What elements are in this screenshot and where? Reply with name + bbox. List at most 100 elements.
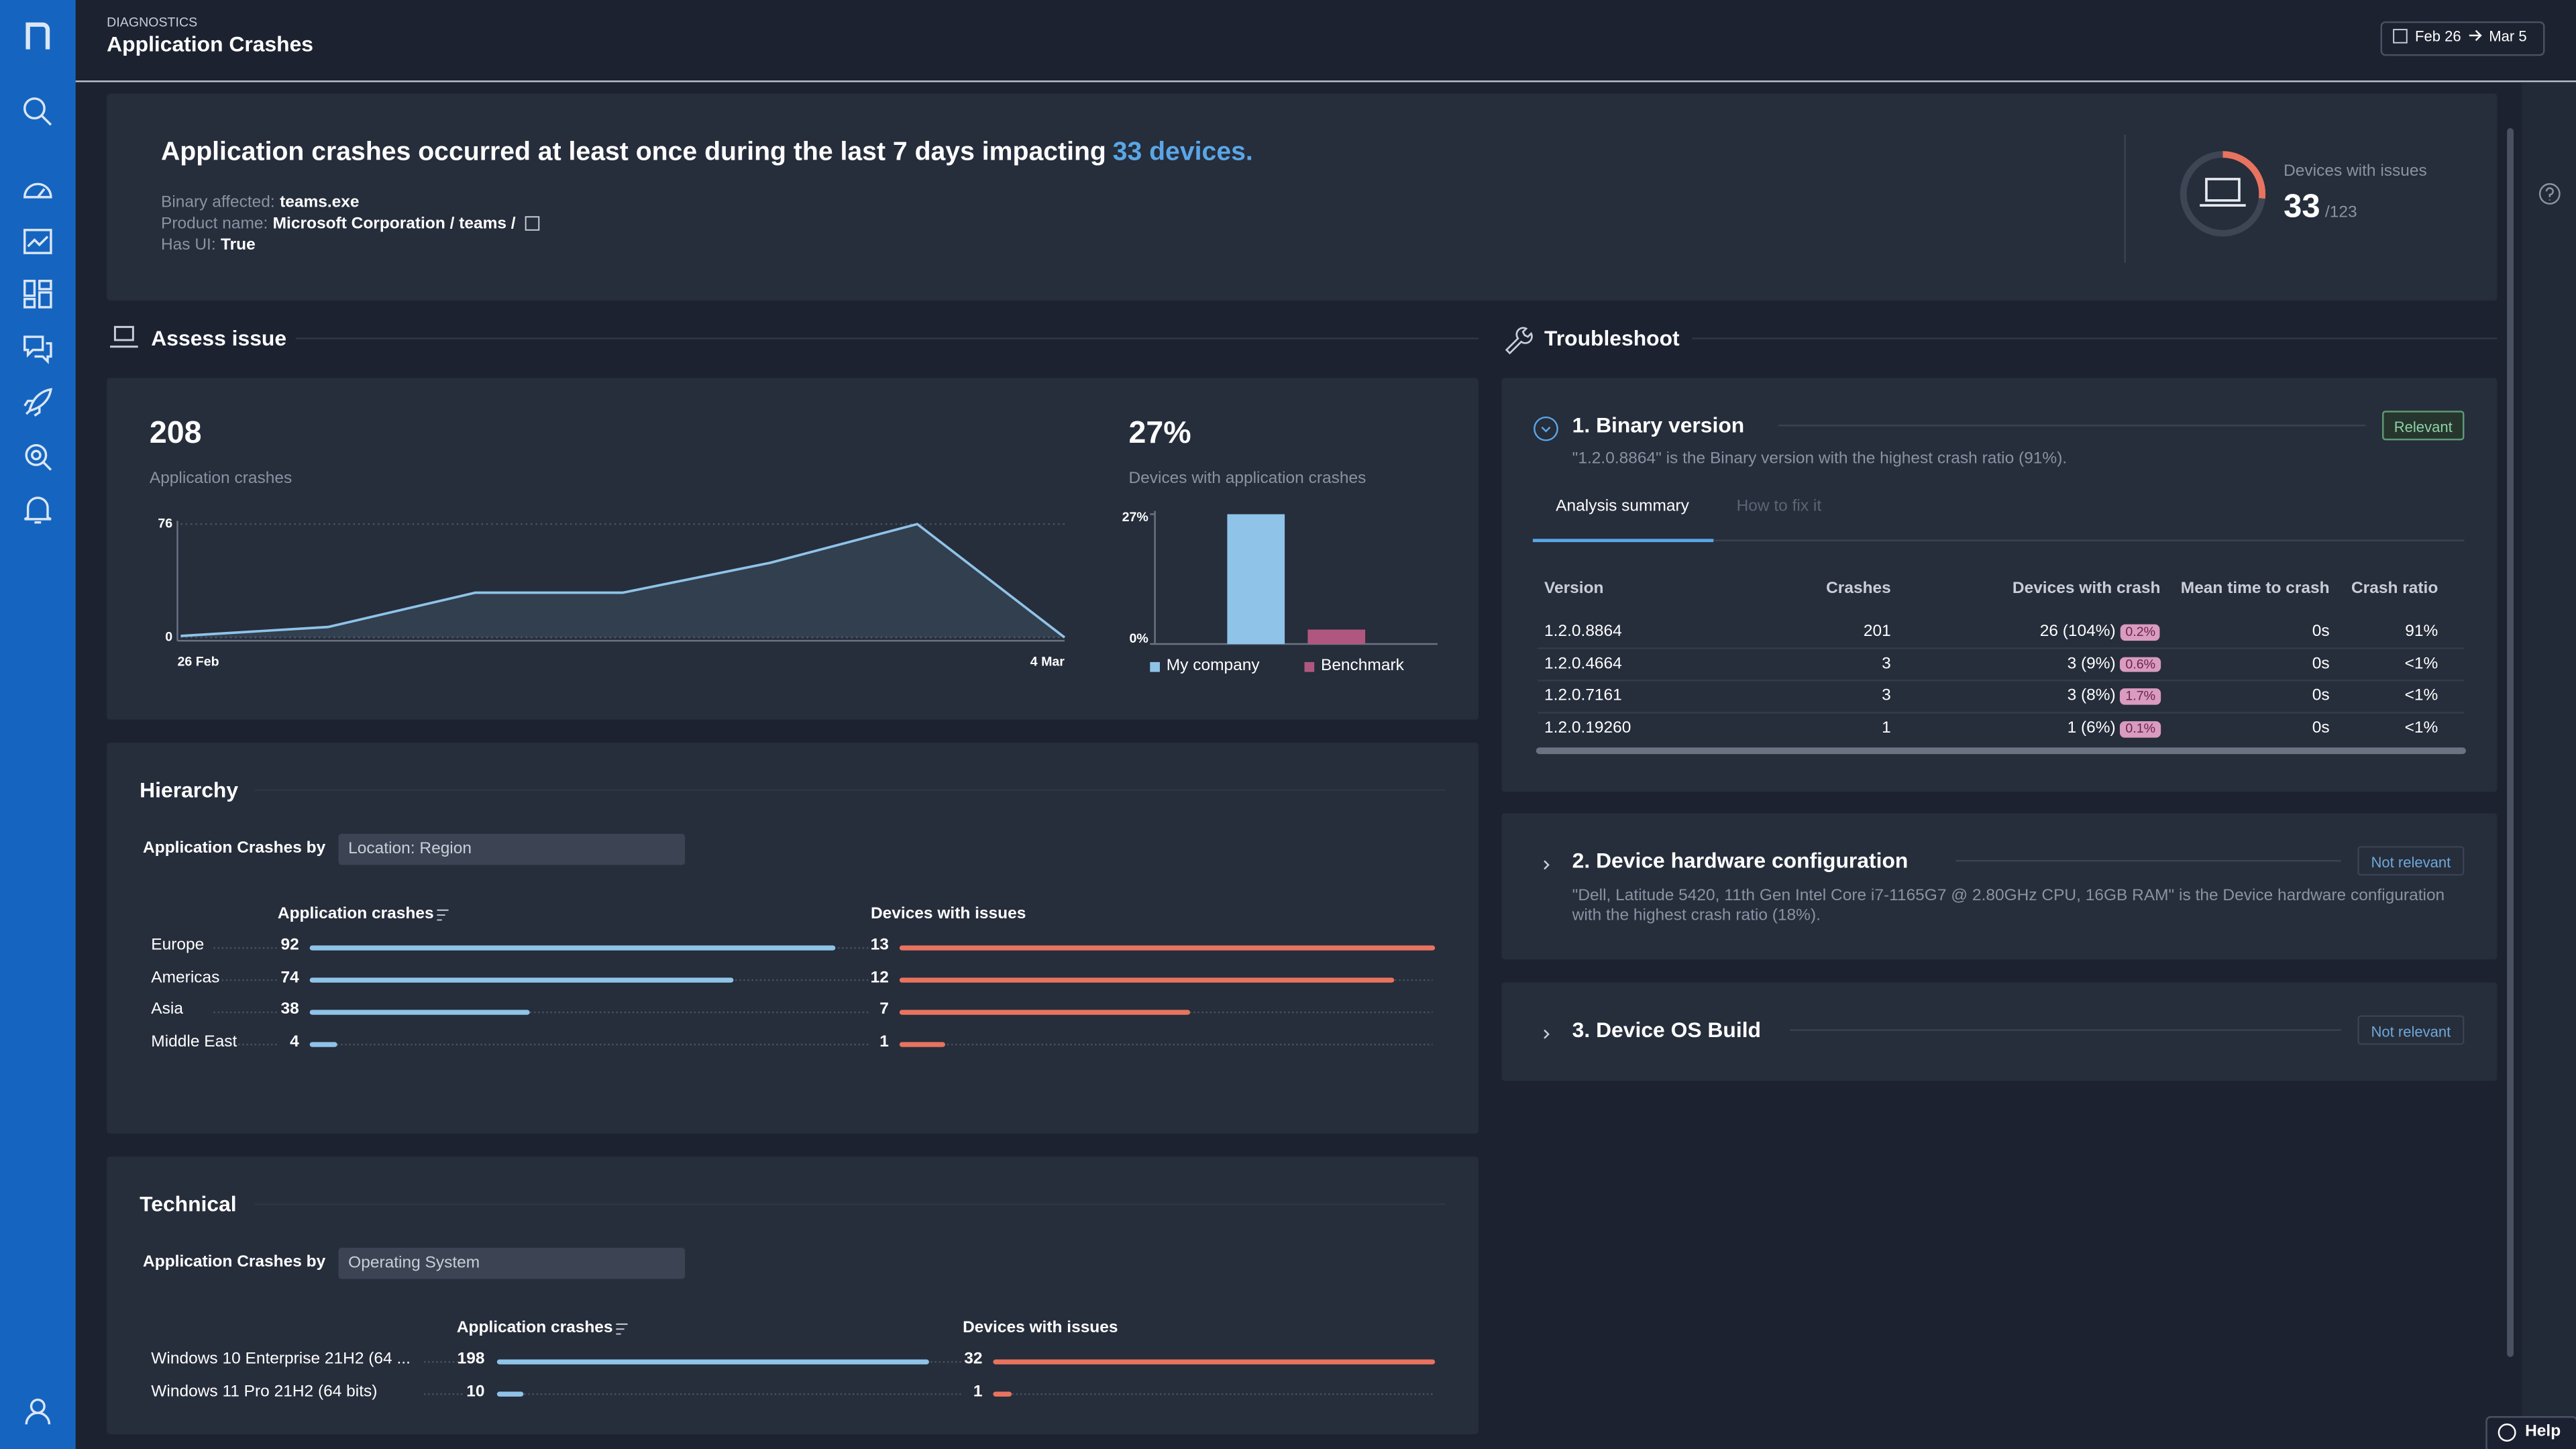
devices-value: 13 bbox=[870, 936, 889, 955]
devices-value: 1 bbox=[973, 1383, 983, 1401]
summary-panel bbox=[107, 93, 2498, 301]
percent-value: 27% bbox=[1128, 417, 1191, 451]
summary-divider bbox=[2124, 134, 2126, 263]
column-header: Application crashes bbox=[456, 1319, 613, 1338]
crashes-value: 74 bbox=[280, 968, 299, 987]
os-panel bbox=[1501, 982, 2498, 1081]
alerts-icon[interactable] bbox=[19, 491, 56, 527]
item-title[interactable]: 2. Device hardware configuration bbox=[1572, 848, 1909, 873]
cell: <1% bbox=[2404, 719, 2438, 738]
select[interactable]: Location: Region bbox=[338, 833, 686, 865]
select[interactable]: Operating System bbox=[338, 1248, 686, 1279]
sidebar bbox=[0, 0, 76, 1449]
devices-value: 7 bbox=[879, 1000, 889, 1019]
row-name: Asia bbox=[151, 1000, 183, 1019]
y-tick-label: 76 bbox=[158, 516, 173, 531]
cell: 3 (9%) 0.6% bbox=[2068, 655, 2161, 674]
cell: 1.2.0.4664 bbox=[1544, 655, 1622, 674]
devices-value: 33 bbox=[2284, 189, 2320, 225]
ratio-pill: 0.2% bbox=[2121, 625, 2161, 641]
headline: Application crashes occurred at least on… bbox=[161, 137, 1253, 168]
ratio-pill: 1.7% bbox=[2121, 689, 2161, 705]
tab-active[interactable]: Analysis summary bbox=[1556, 498, 1689, 516]
cell: 3 bbox=[1882, 655, 1891, 674]
by-label: Application Crashes by bbox=[143, 1253, 326, 1272]
table-header: Crashes bbox=[1826, 580, 1891, 598]
arrow-icon bbox=[2467, 28, 2482, 48]
detail-value: True bbox=[221, 236, 256, 255]
item-description: "1.2.0.8864" is the Binary version with … bbox=[1572, 450, 2068, 468]
analytics-icon[interactable] bbox=[19, 223, 56, 260]
detail-value: Microsoft Corporation / teams / bbox=[272, 215, 516, 233]
logo[interactable] bbox=[19, 16, 56, 52]
troubleshoot-title: Troubleshoot bbox=[1544, 325, 1680, 351]
y-tick-label: 0 bbox=[165, 629, 173, 645]
cell-text: 3 (8%) bbox=[2067, 687, 2116, 706]
table-header: Crash ratio bbox=[2351, 580, 2438, 598]
devices-value: 1 bbox=[879, 1032, 889, 1051]
tab[interactable]: How to fix it bbox=[1736, 498, 1822, 516]
wrench-icon bbox=[1505, 327, 1533, 355]
help-label[interactable]: Help bbox=[2525, 1422, 2561, 1441]
detail-line: Product name: Microsoft Corporation / tea… bbox=[161, 215, 516, 235]
apps-icon[interactable] bbox=[19, 276, 56, 312]
item-title[interactable]: 3. Device OS Build bbox=[1572, 1017, 1762, 1042]
item-title[interactable]: 1. Binary version bbox=[1572, 413, 1745, 437]
crashes-value: 92 bbox=[280, 936, 299, 955]
headline-highlight: 33 devices. bbox=[1112, 138, 1253, 167]
column-header: Application crashes bbox=[277, 905, 434, 924]
cell: 3 (8%) 1.7% bbox=[2068, 687, 2161, 706]
devices-count: 33/123 bbox=[2284, 187, 2357, 227]
cell: 1.2.0.7161 bbox=[1544, 687, 1622, 706]
percent-label: Devices with application crashes bbox=[1128, 470, 1366, 488]
y-tick-label: 27% bbox=[1122, 509, 1148, 525]
date-range-text[interactable]: Feb 26 Mar 5 bbox=[2415, 28, 2527, 48]
scrollbar[interactable] bbox=[2507, 128, 2514, 1357]
date-to: Mar 5 bbox=[2489, 28, 2527, 45]
cell: 3 bbox=[1882, 687, 1891, 706]
row-name: Americas bbox=[151, 968, 220, 987]
x-tick-label: 4 Mar bbox=[1030, 654, 1065, 669]
cell: <1% bbox=[2404, 655, 2438, 674]
cell: 1.2.0.8864 bbox=[1544, 623, 1622, 641]
page-title: Application Crashes bbox=[107, 32, 314, 56]
dashboard-icon[interactable] bbox=[19, 171, 56, 207]
row-name: Middle East bbox=[151, 1032, 237, 1051]
binary-panel bbox=[1501, 378, 2498, 792]
right-strip bbox=[2522, 82, 2576, 1449]
rocket-icon[interactable] bbox=[19, 384, 56, 421]
investigate-icon[interactable] bbox=[19, 439, 56, 475]
detail-line: Binary affected: teams.exe bbox=[161, 194, 360, 213]
badge: Not relevant bbox=[2357, 846, 2465, 876]
ratio-pill: 0.6% bbox=[2121, 657, 2161, 673]
crashes-card bbox=[107, 378, 1479, 720]
search-icon[interactable] bbox=[19, 94, 56, 130]
help-circle-icon[interactable] bbox=[2538, 182, 2561, 205]
crashes-value: 4 bbox=[290, 1032, 299, 1051]
crashes-total: 208 bbox=[149, 417, 202, 451]
crashes-value: 38 bbox=[280, 1000, 299, 1019]
cell: 26 (104%) 0.2% bbox=[2040, 623, 2161, 642]
detail-label: Binary affected: bbox=[161, 193, 275, 212]
detail-line: Has UI: True bbox=[161, 237, 256, 256]
row-name: Windows 11 Pro 21H2 (64 bits) bbox=[151, 1383, 378, 1401]
x-tick-label: 26 Feb bbox=[177, 654, 219, 669]
headline-text: Application crashes occurred at least on… bbox=[161, 138, 1106, 167]
table-header: Mean time to crash bbox=[2180, 580, 2330, 598]
table-header: Version bbox=[1544, 580, 1604, 598]
detail-label: Has UI: bbox=[161, 236, 216, 255]
cell: 0s bbox=[2312, 655, 2330, 674]
assess-icon bbox=[110, 325, 138, 348]
section-label: DIAGNOSTICS bbox=[107, 15, 198, 30]
detail-label: Product name: bbox=[161, 215, 268, 233]
cell: 0s bbox=[2312, 719, 2330, 738]
cell-text: 1 (6%) bbox=[2067, 719, 2116, 738]
chat-icon[interactable] bbox=[19, 330, 56, 366]
column-header: Devices with issues bbox=[870, 905, 1026, 924]
cell: 1 (6%) 0.1% bbox=[2068, 719, 2161, 739]
date-range[interactable] bbox=[2380, 21, 2545, 56]
item-description: "Dell, Latitude 5420, 11th Gen Intel Cor… bbox=[1572, 887, 2445, 925]
crashes-value: 198 bbox=[457, 1350, 485, 1369]
header-divider bbox=[75, 80, 2576, 83]
user-icon[interactable] bbox=[19, 1393, 56, 1430]
